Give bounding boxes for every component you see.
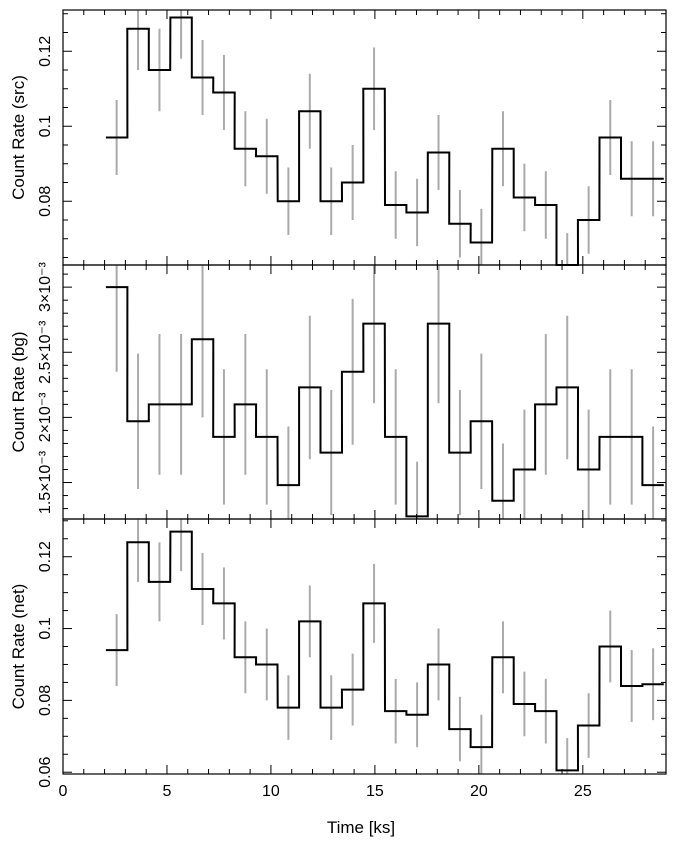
src-y-axis-title: Count Rate (src) [9, 75, 28, 200]
x-tick-label: 20 [470, 783, 488, 800]
net-y-tick-label: 0.06 [37, 757, 54, 788]
panel-bg: 1.5×10⁻³ 2×10⁻³ 2.5×10⁻³ 3×10⁻³ Count Rate (… [9, 262, 667, 520]
net-step-line [105, 530, 664, 772]
bg-step-line [105, 286, 664, 518]
net-y-tick-label: 0.08 [37, 685, 54, 716]
src-step-line [105, 16, 664, 266]
bg-y-tick-label: 2.5×10⁻³ [37, 320, 54, 384]
net-y-tick-label: 0.1 [37, 617, 54, 639]
bg-y-axis-title: Count Rate (bg) [9, 332, 28, 453]
x-axis-title: Time [ks] [327, 818, 395, 837]
net-y-tick-label: 0.12 [37, 541, 54, 572]
x-tick-label: 0 [59, 783, 68, 800]
panel-net: 0.06 0.08 0.1 0.12 Count Rate (net) 0 5 10 15 20 2… [9, 518, 667, 800]
bg-y-tick-label: 1.5×10⁻³ [37, 450, 54, 514]
src-y-tick-label: 0.08 [37, 186, 54, 217]
src-y-tick-label: 0.1 [37, 115, 54, 137]
net-frame [62, 518, 667, 775]
x-tick-label: 10 [262, 783, 280, 800]
net-y-axis-title: Count Rate (net) [9, 584, 28, 710]
bg-y-tick-label: 2×10⁻³ [37, 392, 54, 442]
bg-frame [62, 264, 667, 520]
x-tick-label: 5 [163, 783, 172, 800]
x-tick-label: 25 [574, 783, 592, 800]
bg-y-tick-label: 3×10⁻³ [37, 262, 54, 312]
src-y-tick-label: 0.12 [37, 36, 54, 67]
x-tick-label: 15 [366, 783, 384, 800]
src-frame [62, 9, 667, 266]
panel-src: 0.08 0.1 0.12 Count Rate (src) [9, 9, 667, 266]
